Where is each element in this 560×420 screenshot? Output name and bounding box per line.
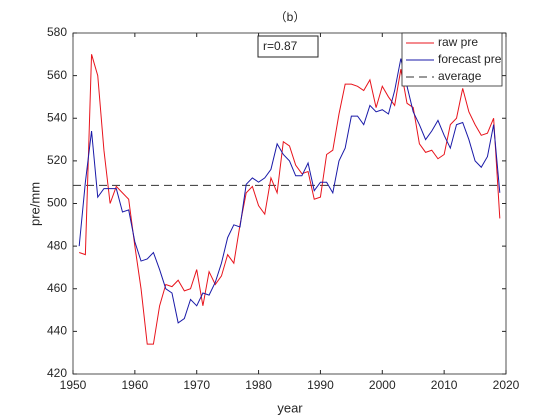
- y-tick-label: 480: [47, 238, 67, 252]
- y-tick-label: 440: [47, 324, 67, 338]
- legend-label: forecast pre: [438, 52, 502, 66]
- x-tick-label: 1980: [245, 378, 272, 392]
- annotation-box: [257, 35, 319, 58]
- chart-title: （b）: [275, 10, 306, 24]
- x-tick-label: 2000: [369, 378, 396, 392]
- y-tick-label: 560: [47, 68, 67, 82]
- x-axis-label: year: [277, 400, 303, 415]
- x-tick-label: 1960: [122, 378, 149, 392]
- data-line: [78, 58, 501, 324]
- x-tick-label: 2010: [431, 378, 458, 392]
- x-tick-label: 1990: [307, 378, 334, 392]
- x-tick-label: 1970: [183, 378, 210, 392]
- legend-label: average: [438, 69, 482, 83]
- legend-box: [401, 32, 503, 87]
- annotation: r=0.87: [263, 39, 298, 53]
- x-tick-label: 2020: [493, 378, 520, 392]
- data-line: [79, 54, 501, 345]
- y-tick-label: 540: [47, 110, 67, 124]
- y-tick-label: 500: [47, 196, 67, 210]
- y-tick-label: 460: [47, 281, 67, 295]
- y-axis-label: pre/mm: [27, 182, 42, 226]
- y-tick-label: 580: [47, 25, 67, 39]
- plot-frame: [72, 32, 507, 375]
- y-tick-label: 520: [47, 153, 67, 167]
- x-tick-label: 1950: [60, 378, 87, 392]
- y-tick-label: 420: [47, 366, 67, 380]
- legend-label: raw pre: [438, 35, 478, 49]
